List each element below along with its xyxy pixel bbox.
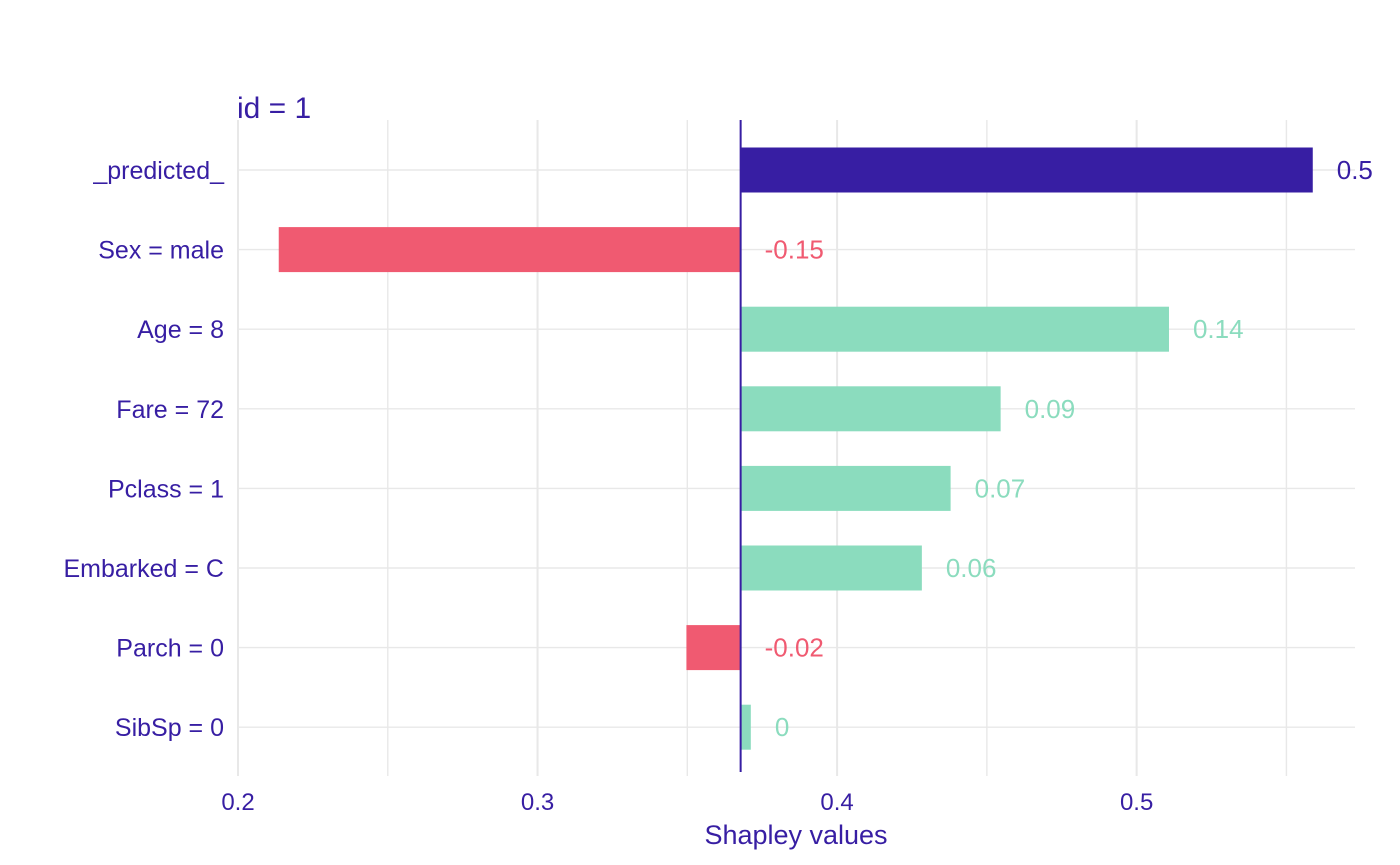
bar-positive xyxy=(740,306,1169,352)
x-tick-label: 0.4 xyxy=(820,789,853,816)
value-label: 0.14 xyxy=(1193,314,1244,344)
category-label: Embarked = C xyxy=(64,555,225,583)
label-layer: 0.5 -0.15 0.14 0.09 0.07 0.06 -0.02 0 xyxy=(765,155,1373,742)
bar-positive xyxy=(740,704,751,750)
x-tick-label: 0.2 xyxy=(221,789,254,816)
category-label: _predicted_ xyxy=(92,157,225,185)
value-label: -0.15 xyxy=(765,235,824,265)
bar-positive xyxy=(740,465,951,511)
axis-layer: 0.2 0.3 0.4 0.5 _predicted_ Sex = male Age = 8… xyxy=(64,157,1154,816)
bar-positive xyxy=(740,545,922,591)
category-label: Parch = 0 xyxy=(116,635,224,663)
value-label: -0.02 xyxy=(765,633,824,663)
value-label: 0.06 xyxy=(946,553,997,583)
bar-negative xyxy=(686,625,741,671)
bar-prediction xyxy=(740,147,1313,193)
value-label: 0.07 xyxy=(975,473,1026,503)
category-label: Sex = male xyxy=(98,237,224,265)
bar-layer xyxy=(278,147,1313,750)
panel-title: id = 1 xyxy=(237,92,311,125)
x-axis-title: Shapley values xyxy=(704,820,887,850)
value-label: 0 xyxy=(775,712,789,742)
grid-layer xyxy=(237,120,1355,776)
category-label: Fare = 72 xyxy=(116,396,224,424)
value-label: 0.09 xyxy=(1025,394,1076,424)
x-tick-label: 0.3 xyxy=(521,789,554,816)
value-label: 0.5 xyxy=(1337,155,1373,185)
bar-negative xyxy=(278,227,741,273)
x-tick-label: 0.5 xyxy=(1120,789,1153,816)
category-label: Pclass = 1 xyxy=(108,475,224,503)
category-label: Age = 8 xyxy=(137,316,224,344)
category-label: SibSp = 0 xyxy=(115,714,224,742)
bar-positive xyxy=(740,386,1001,432)
